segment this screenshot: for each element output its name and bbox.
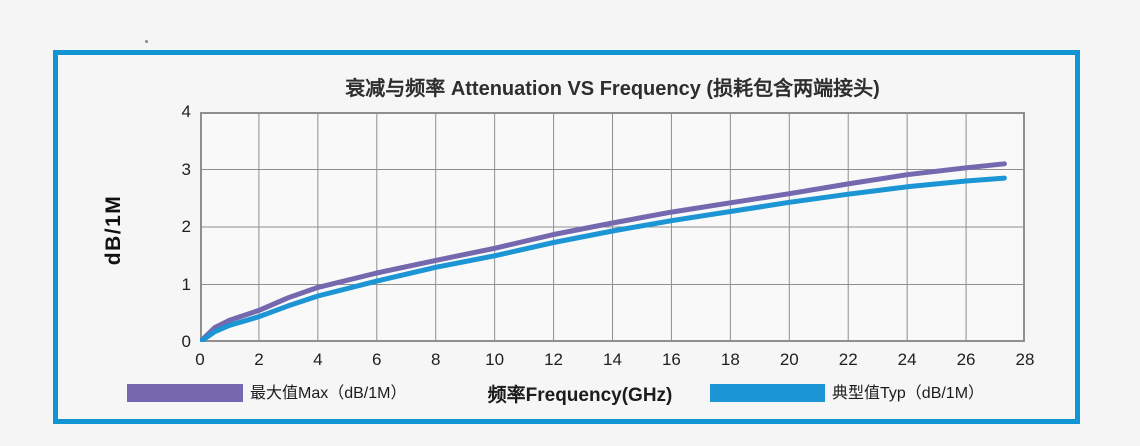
legend-label-typ: 典型值Typ（dB/1M） xyxy=(832,385,985,402)
x-tick-label: 28 xyxy=(1015,350,1035,369)
x-tick-label: 8 xyxy=(430,350,441,369)
x-tick-label: 22 xyxy=(838,350,858,369)
legend-label-max: 最大值Max（dB/1M） xyxy=(250,385,407,402)
legend-swatch-max xyxy=(127,384,243,402)
x-tick-label: 16 xyxy=(661,350,681,369)
y-axis-title: dB/1M xyxy=(102,194,125,266)
x-axis-title: 频率Frequency(GHz) xyxy=(487,385,673,406)
series-max-curve xyxy=(200,161,1007,342)
attenuation-vs-frequency-plot xyxy=(200,112,1025,342)
stray-dot-artifact xyxy=(145,40,148,43)
y-tick-label: 1 xyxy=(181,274,191,294)
x-tick-label: 24 xyxy=(897,350,917,369)
x-tick-label: 12 xyxy=(544,350,564,369)
x-tick-label: 18 xyxy=(720,350,740,369)
x-tick-label: 2 xyxy=(254,350,264,369)
chart-title: 衰减与频率 Attenuation VS Frequency (损耗包含两端接头… xyxy=(345,78,880,100)
legend-swatch-typ xyxy=(710,384,825,402)
y-tick-label: 3 xyxy=(181,159,191,179)
y-tick-label: 2 xyxy=(181,217,191,236)
plot-border xyxy=(200,112,1025,342)
x-tick-label: 0 xyxy=(195,350,205,369)
x-tick-label: 14 xyxy=(603,350,622,369)
chart-panel: 衰减与频率 Attenuation VS Frequency (损耗包含两端接头… xyxy=(53,50,1080,424)
x-axis-tick-labels: 0 2 4 6 8 10 12 14 16 18 20 22 24 26 28 xyxy=(195,349,1034,371)
y-tick-label: 4 xyxy=(181,102,191,121)
series-typ-curve xyxy=(200,175,1007,342)
x-tick-label: 6 xyxy=(372,350,382,369)
x-tick-label: 10 xyxy=(485,350,505,369)
y-axis-tick-labels: 0 1 2 3 4 xyxy=(151,102,191,351)
y-tick-label: 0 xyxy=(181,332,191,351)
x-tick-label: 26 xyxy=(956,350,976,369)
x-tick-label: 4 xyxy=(313,350,323,369)
x-tick-label: 20 xyxy=(779,350,799,369)
